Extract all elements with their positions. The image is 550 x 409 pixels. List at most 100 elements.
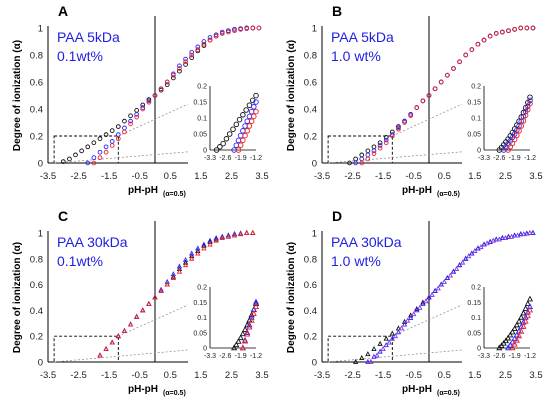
x-tick-label: -0.5 <box>406 171 422 182</box>
data-point <box>377 340 383 346</box>
series-purple <box>368 229 533 364</box>
data-point <box>383 140 389 146</box>
inset-background <box>188 283 264 364</box>
data-point <box>177 63 182 69</box>
y-tick-label: 1 <box>38 24 43 35</box>
inset-series-black <box>496 295 534 351</box>
inset-data-point <box>505 344 512 351</box>
data-point <box>231 232 238 238</box>
inset-y-tick-label: 0 <box>203 346 207 353</box>
data-point <box>244 229 250 235</box>
inset-data-point <box>527 100 533 107</box>
inset-y-tick-label: 0.2 <box>197 84 207 91</box>
inset-x-tick-label: -1.9 <box>235 155 247 162</box>
data-point <box>518 231 524 237</box>
y-tick-label: 0 <box>38 358 43 369</box>
inset-y-tick-label: 0.05 <box>467 132 481 139</box>
data-point <box>457 59 462 65</box>
data-point <box>140 307 146 313</box>
data-point <box>450 268 457 274</box>
y-tick-label: 0.6 <box>304 280 317 291</box>
inset-data-point <box>248 316 255 323</box>
zoom-region-box <box>327 135 393 164</box>
inset-x-tick-label: -1.2 <box>524 353 536 360</box>
inset-data-point <box>244 330 251 337</box>
zoom-connector <box>54 149 211 164</box>
series-red <box>91 25 262 166</box>
data-point <box>127 321 134 327</box>
data-point <box>195 247 201 253</box>
data-point <box>91 140 97 146</box>
zoom-connector <box>328 347 485 363</box>
data-point <box>365 358 371 364</box>
data-point <box>213 236 219 242</box>
data-point <box>79 148 84 154</box>
data-point <box>219 233 225 239</box>
x-axis-label-subscript: (α=0.5) <box>437 390 460 397</box>
x-tick-label: -0.5 <box>406 370 422 381</box>
data-point <box>103 345 109 351</box>
data-point <box>231 231 238 237</box>
inset-chart: 0 0.05 0.1 0.15 0.2 -3.3 -2.6 -1.9 -1.2 <box>462 283 538 364</box>
inset-data-point <box>233 341 240 348</box>
data-point <box>189 49 195 55</box>
data-point <box>134 313 140 319</box>
data-point <box>386 339 392 345</box>
data-point <box>377 348 383 354</box>
inset-data-point <box>239 330 246 337</box>
inset-data-point <box>248 313 255 320</box>
data-point <box>426 93 432 98</box>
data-point <box>164 281 170 287</box>
data-point <box>60 159 66 164</box>
inset-data-point <box>242 132 248 139</box>
data-point <box>353 160 358 166</box>
y-tick-label: 0.2 <box>30 132 43 143</box>
data-point <box>500 29 505 35</box>
inset-data-point <box>253 99 259 105</box>
inset-data-point <box>520 309 527 316</box>
data-point <box>365 148 371 154</box>
inset-chart: 0 0.05 0.1 0.15 0.2 -3.3 -2.6 -1.9 -1.2 <box>188 82 264 166</box>
data-point <box>496 236 502 242</box>
data-point <box>67 156 72 162</box>
inset-y-tick-label: 0.15 <box>467 100 481 107</box>
inset-data-point <box>516 332 523 339</box>
inset-data-point <box>220 140 226 147</box>
data-point <box>128 113 133 119</box>
panel-annotation: PAA 30kDa <box>57 234 128 250</box>
data-point <box>189 253 195 259</box>
inset-y-tick-label: 0.2 <box>471 285 481 292</box>
data-point <box>73 152 78 158</box>
data-point <box>195 245 201 251</box>
data-point <box>170 275 176 281</box>
inset-data-point <box>226 131 233 137</box>
data-point <box>512 27 517 32</box>
data-point <box>201 39 207 44</box>
data-point <box>170 72 176 78</box>
x-axis-label-subscript: (α=0.5) <box>163 390 186 397</box>
x-tick-label: 2.5 <box>225 171 238 182</box>
data-point <box>441 278 447 284</box>
data-point <box>417 304 423 310</box>
data-point <box>383 137 389 143</box>
data-point <box>411 311 417 317</box>
panel-annotation: 1.0 wt% <box>331 253 381 269</box>
data-point <box>451 66 456 71</box>
inset-x-tick-label: -3.3 <box>478 155 490 162</box>
inset-data-point <box>217 144 223 150</box>
data-point <box>109 143 115 148</box>
inset-data-point <box>526 303 534 310</box>
data-point <box>466 253 472 259</box>
data-point <box>511 232 518 238</box>
inset-data-point <box>509 344 516 351</box>
inset-data-point <box>527 94 533 100</box>
x-tick-label: 3.5 <box>529 171 542 182</box>
inset-data-point <box>230 126 236 132</box>
inset-data-point <box>502 337 509 344</box>
data-point <box>429 291 435 297</box>
x-tick-label: 1.5 <box>194 370 207 381</box>
data-point <box>152 93 158 98</box>
inset-data-point <box>246 123 253 129</box>
data-point <box>414 105 420 110</box>
data-point <box>183 62 188 67</box>
